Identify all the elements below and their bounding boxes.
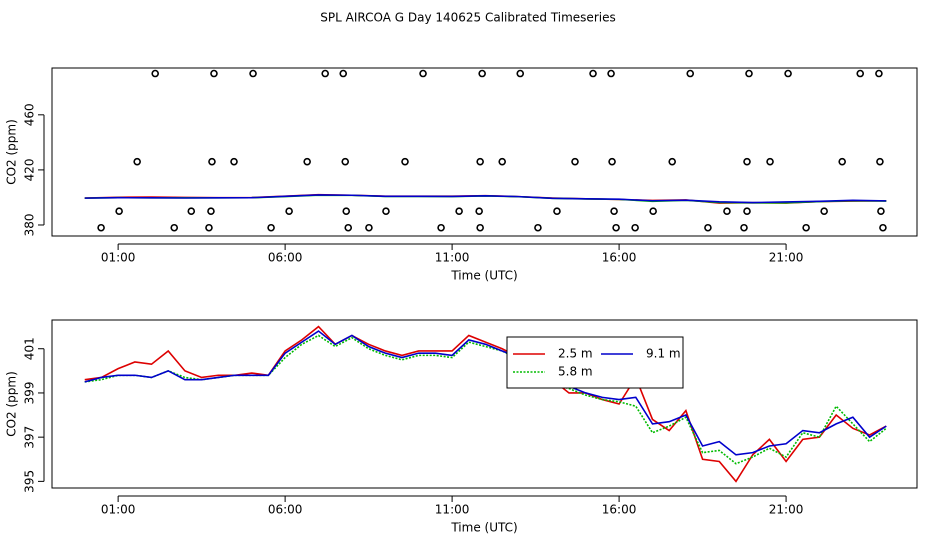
plot-frame	[51, 67, 918, 237]
scatter-point	[723, 207, 731, 216]
scatter-point	[133, 157, 141, 166]
scatter-point	[838, 157, 846, 166]
legend-label: 2.5 m	[558, 347, 593, 361]
x-axis-label: Time (UTC)	[450, 521, 517, 535]
scatter-point	[419, 69, 427, 78]
scatter-point	[321, 69, 329, 78]
scatter-point	[649, 207, 657, 216]
series-line	[84, 334, 887, 465]
x-tick-label: 21:00	[769, 251, 804, 265]
scatter-point	[97, 223, 105, 232]
scatter-point	[668, 157, 676, 166]
y-tick-label: 460	[23, 103, 37, 126]
scatter-point	[631, 223, 639, 232]
x-tick-label: 06:00	[268, 503, 303, 517]
scatter-point	[610, 207, 618, 216]
scatter-point	[382, 207, 390, 216]
scatter-point	[516, 69, 525, 78]
x-tick-label: 16:00	[602, 251, 637, 265]
y-axis-label: CO2 (ppm)	[5, 119, 19, 185]
scatter-point	[607, 69, 615, 78]
scatter-point	[879, 223, 887, 232]
scatter-point	[875, 69, 883, 78]
x-tick-label: 11:00	[435, 503, 470, 517]
scatter-point	[267, 223, 275, 232]
scatter-point	[170, 223, 179, 232]
y-tick-label: 395	[23, 470, 37, 493]
y-tick-label: 401	[23, 337, 37, 360]
scatter-point	[802, 223, 810, 232]
x-tick-label: 16:00	[602, 503, 637, 517]
scatter-point	[115, 207, 123, 216]
scatter-point	[230, 157, 238, 166]
scatter-point	[877, 207, 885, 216]
scatter-point	[365, 223, 373, 232]
scatter-point	[686, 69, 695, 78]
y-axis-label: CO2 (ppm)	[5, 371, 19, 437]
scatter-point	[534, 223, 542, 232]
scatter-point	[151, 69, 159, 78]
y-tick-label: 399	[23, 381, 37, 404]
scatter-point	[856, 69, 865, 78]
y-tick-label: 397	[23, 426, 37, 449]
scatter-point	[766, 157, 774, 166]
scatter-point	[704, 223, 712, 232]
scatter-point	[784, 69, 792, 78]
scatter-point	[478, 69, 486, 78]
scatter-point	[743, 157, 751, 166]
scatter-point	[740, 223, 748, 232]
scatter-point	[344, 223, 353, 232]
scatter-point	[475, 207, 483, 216]
scatter-point	[303, 157, 311, 166]
scatter-point	[210, 69, 218, 78]
scatter-point	[476, 157, 484, 166]
x-axis-label: Time (UTC)	[450, 269, 517, 283]
x-tick-label: 11:00	[435, 251, 470, 265]
scatter-point	[745, 69, 753, 78]
scatter-point	[341, 157, 350, 166]
scatter-point	[339, 69, 348, 78]
y-tick-label: 380	[23, 214, 37, 237]
scatter-point	[342, 207, 351, 216]
scatter-point	[187, 207, 196, 216]
x-tick-label: 01:00	[101, 503, 136, 517]
scatter-point	[476, 223, 484, 232]
scatter-point	[612, 223, 620, 232]
series-line	[84, 194, 887, 204]
x-tick-label: 06:00	[268, 251, 303, 265]
scatter-point	[589, 69, 597, 78]
scatter-point	[401, 157, 409, 166]
plot-frame	[51, 319, 918, 489]
legend-label: 9.1 m	[646, 347, 681, 361]
scatter-point	[743, 207, 751, 216]
series-line	[84, 330, 887, 456]
scatter-point	[208, 157, 216, 166]
scatter-point	[207, 207, 215, 216]
scatter-point	[285, 207, 293, 216]
scatter-point	[437, 223, 445, 232]
scatter-point	[608, 157, 616, 166]
x-tick-label: 01:00	[101, 251, 136, 265]
scatter-point	[571, 157, 579, 166]
y-tick-label: 420	[23, 158, 37, 181]
scatter-point	[498, 157, 507, 166]
scatter-point	[876, 157, 884, 166]
scatter-point	[553, 207, 561, 216]
page-title: SPL AIRCOA G Day 140625 Calibrated Times…	[320, 11, 615, 25]
scatter-point	[820, 207, 828, 216]
legend-label: 5.8 m	[558, 365, 593, 379]
legend-box	[506, 336, 684, 389]
scatter-point	[455, 207, 463, 216]
scatter-point	[249, 69, 257, 78]
series-line	[84, 325, 887, 483]
scatter-point	[205, 223, 213, 232]
x-tick-label: 21:00	[769, 503, 804, 517]
